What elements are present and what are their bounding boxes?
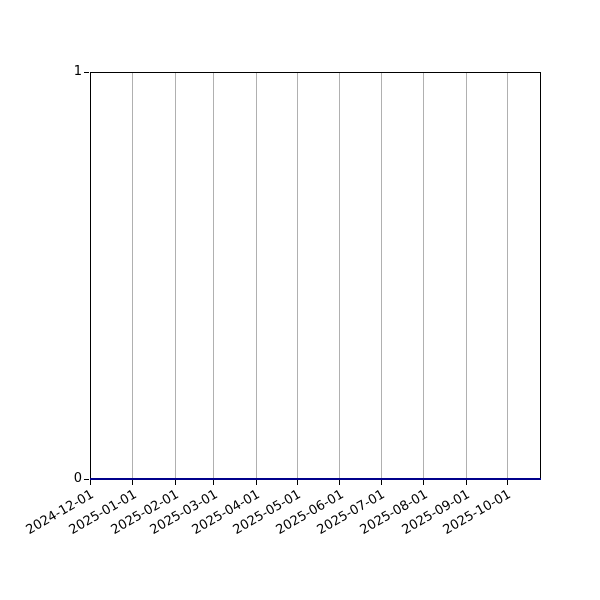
x-gridline	[132, 72, 134, 479]
x-gridline	[380, 72, 382, 479]
x-tick	[213, 480, 215, 485]
y-tick	[84, 479, 89, 480]
x-tick	[380, 480, 382, 485]
x-tick	[465, 480, 467, 485]
x-tick	[255, 480, 257, 485]
y-tick-label: 1	[73, 64, 82, 79]
y-tick	[84, 72, 89, 73]
x-gridline	[174, 72, 176, 479]
x-tick	[90, 480, 91, 485]
x-gridline	[423, 72, 425, 479]
x-tick	[339, 480, 341, 485]
x-gridline	[339, 72, 341, 479]
y-tick-label: 0	[73, 471, 82, 486]
x-tick	[296, 480, 298, 485]
x-gridline	[255, 72, 257, 479]
series-line	[90, 478, 541, 480]
x-gridline	[506, 72, 508, 479]
x-gridline	[296, 72, 298, 479]
x-tick	[506, 480, 508, 485]
x-gridline	[213, 72, 215, 479]
x-gridline	[465, 72, 467, 479]
plot-area	[90, 72, 541, 479]
x-tick	[132, 480, 134, 485]
x-tick	[423, 480, 425, 485]
x-tick	[174, 480, 176, 485]
